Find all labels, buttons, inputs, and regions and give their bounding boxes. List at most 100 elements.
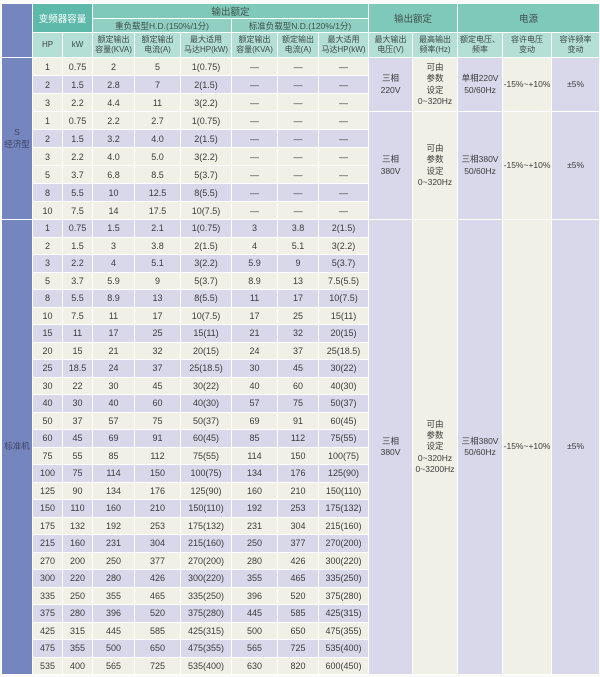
cell: 7.5(5.5) <box>318 271 370 290</box>
cell: 600(450) <box>318 656 370 675</box>
cell: 500 <box>92 639 136 658</box>
cell: 50 <box>32 411 63 430</box>
header-heavy-duty: 重负载型H.D.(150%/1分) <box>92 18 233 33</box>
col-header-hd-kva: 额定输出 容量(KVA) <box>92 32 136 58</box>
cell: 475(355) <box>318 621 370 640</box>
cell: 8 <box>32 289 63 308</box>
cell: — <box>318 183 370 202</box>
cell: 1(0.75) <box>180 111 233 130</box>
cell: 5.5 <box>61 183 94 202</box>
cell: 535 <box>32 656 63 675</box>
cell: 3(2.2) <box>180 147 233 166</box>
rated-voltage-frequency-line: 50/60Hz <box>464 165 496 176</box>
cell: 1 <box>32 111 63 130</box>
col-header-kw: kW <box>61 32 94 58</box>
cell: 231 <box>231 516 279 535</box>
cell: 215 <box>32 534 63 553</box>
rated-voltage-frequency: 三相380V 50/60Hz <box>457 111 504 220</box>
cell: 45 <box>61 429 94 448</box>
cell: 650 <box>277 621 320 640</box>
cell: 355 <box>61 639 94 658</box>
table-row: 215 160 231 304 215(160) 250 377 270(200) <box>2 534 600 553</box>
cell: 465 <box>277 569 320 588</box>
cell: 17 <box>92 324 136 343</box>
cell: 215(160) <box>180 534 233 553</box>
cell: 270 <box>32 551 63 570</box>
cell: 465 <box>134 586 182 605</box>
cell: 355 <box>92 586 136 605</box>
table-row: 3 2.2 4.0 5.0 3(2.2) — — — <box>2 147 600 166</box>
cell: 445 <box>92 621 136 640</box>
cell: 8(5.5) <box>180 289 233 308</box>
cell: 8(5.5) <box>180 183 233 202</box>
cell: 30(22) <box>318 359 370 378</box>
cell: 3 <box>32 93 63 112</box>
cell: 100(75) <box>318 446 370 465</box>
table-row: 175 132 192 253 175(132) 231 304 215(160) <box>2 516 600 535</box>
max-output-voltage-line: 三相 <box>382 73 400 84</box>
cell: 20 <box>32 341 63 360</box>
cell: 50(37) <box>180 411 233 430</box>
header-power: 电源 <box>457 3 600 33</box>
cell: 400 <box>61 656 94 675</box>
cell: — <box>318 57 370 76</box>
cell: 17.5 <box>134 201 182 220</box>
cell: — <box>231 201 279 220</box>
cell: 8.9 <box>92 289 136 308</box>
cell: 355 <box>231 569 279 588</box>
cell: 500 <box>231 621 279 640</box>
table-row: 10 7.5 14 17.5 10(7.5) — — — <box>2 201 600 220</box>
cell: 85 <box>231 429 279 448</box>
cell: 132 <box>61 516 94 535</box>
col-header-rated-voltage-frequency: 额定电压、 频率 <box>457 32 504 58</box>
cell: 585 <box>134 621 182 640</box>
cell: 150(110) <box>318 481 370 500</box>
cell: — <box>318 75 370 94</box>
cell: 21 <box>92 341 136 360</box>
cell: 475 <box>32 639 63 658</box>
cell: 112 <box>134 446 182 465</box>
cell: 5 <box>32 165 63 184</box>
cell: 69 <box>92 429 136 448</box>
table-header: 变频器容量 输出额定 输出额定 电源 重负载型H.D.(150%/1分) 标准负… <box>1 3 600 58</box>
cell: — <box>231 129 279 148</box>
cell: 37 <box>134 359 182 378</box>
cell: 280 <box>92 569 136 588</box>
cell: 114 <box>92 464 136 483</box>
cell: 4.0 <box>134 129 182 148</box>
cell: 215(160) <box>318 516 370 535</box>
header-normal-duty: 标准负载型N.D.(120%/1分) <box>231 18 370 33</box>
cell: 650 <box>134 639 182 658</box>
table-row: 8 5.5 10 12.5 8(5.5) — — — <box>2 183 600 202</box>
cell: 75(55) <box>318 429 370 448</box>
max-output-frequency-line: 0~320Hz <box>417 95 453 106</box>
cell: 210 <box>134 499 182 518</box>
cell: 280 <box>61 604 94 623</box>
cell: 37 <box>277 341 320 360</box>
cell: 3.8 <box>134 236 182 255</box>
cell: 175(132) <box>318 499 370 518</box>
cell: 1.5 <box>61 75 94 94</box>
col-header-voltage-tolerance: 容许电压 变动 <box>502 32 553 58</box>
cell: 335 <box>32 586 63 605</box>
voltage-tolerance-line: -15%~+10% <box>503 159 551 170</box>
cell: 8.9 <box>231 271 279 290</box>
cell: 200 <box>61 551 94 570</box>
cell: 4 <box>231 236 279 255</box>
cell: 150(110) <box>180 499 233 518</box>
max-output-frequency-line: 设定 <box>426 84 444 95</box>
max-output-voltage-line: 380V <box>380 165 401 176</box>
cell: 24 <box>231 341 279 360</box>
cell: 10(7.5) <box>318 289 370 308</box>
cell: 75 <box>134 411 182 430</box>
cell: 9 <box>277 254 320 273</box>
cell: 12.5 <box>134 183 182 202</box>
rated-voltage-frequency: 单相220V 50/60Hz <box>457 57 504 112</box>
cell: 253 <box>134 516 182 535</box>
cell: 30 <box>231 359 279 378</box>
table-row: 5 3.7 5.9 9 5(3.7) 8.9 13 7.5(5.5) <box>2 271 600 290</box>
cell: 375(280) <box>180 604 233 623</box>
cell: 40 <box>32 394 63 413</box>
cell: — <box>318 111 370 130</box>
col-header-hd-motor: 最大适用 马达HP(kW) <box>180 32 233 58</box>
